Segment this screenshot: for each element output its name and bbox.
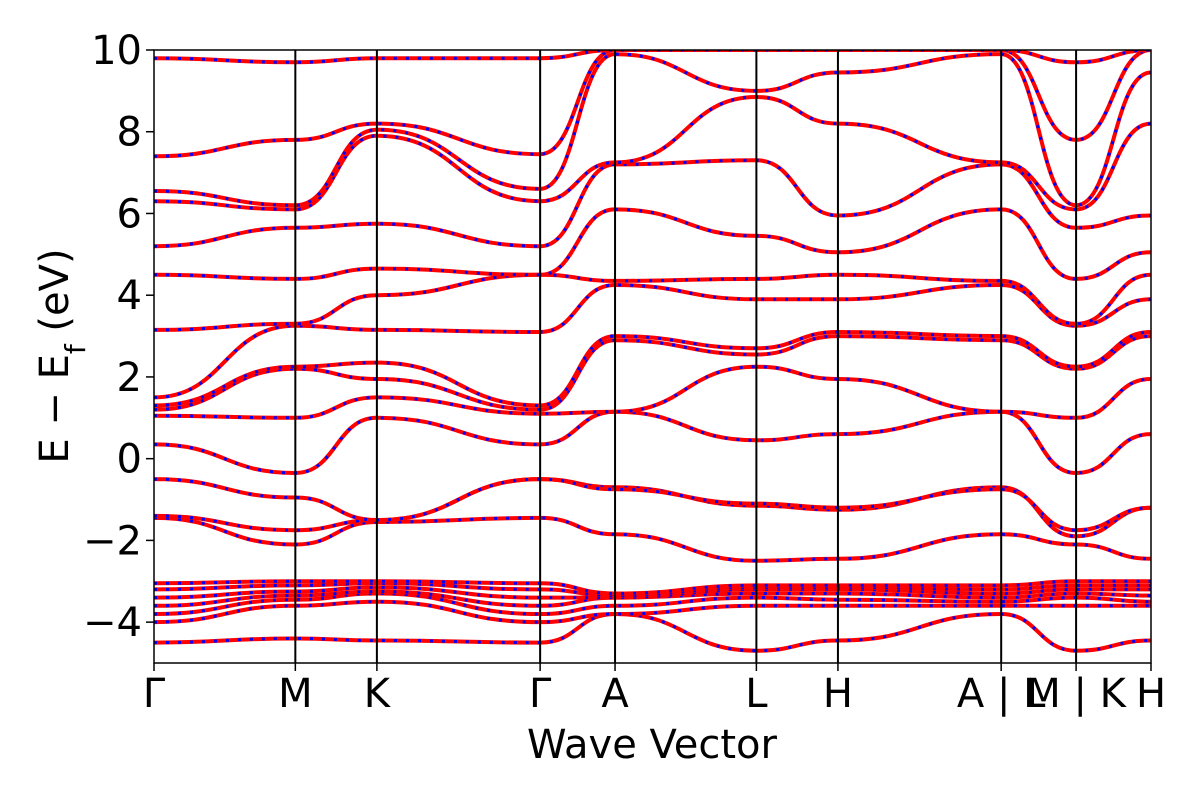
band-line-dft (154, 581, 1151, 598)
band-line-dft (154, 50, 1151, 158)
band-line-dft (154, 273, 1151, 332)
x-tick-label: M (278, 671, 313, 717)
band-line-interpolated (154, 585, 1151, 600)
band-line-dft (154, 591, 1151, 616)
y-tick-label: 10 (91, 28, 142, 74)
band-line-dft (154, 612, 1151, 653)
y-tick-label: −4 (83, 600, 142, 646)
y-tick-label: 2 (117, 355, 142, 401)
x-tick-label: A | L (957, 671, 1046, 717)
y-tick-label: −2 (83, 518, 142, 564)
band-line-dft (154, 600, 1151, 624)
y-tick-label: 6 (117, 191, 142, 237)
high-symmetry-lines (294, 50, 1078, 663)
band-line-interpolated (154, 50, 1151, 65)
y-tick-label: 8 (117, 110, 142, 156)
plot-frame (153, 49, 1152, 664)
band-line-dft (154, 334, 1151, 412)
y-tick-label: 4 (117, 273, 142, 319)
band-line-interpolated (154, 329, 1151, 408)
band-line-dft (154, 283, 1151, 399)
band-line-interpolated (154, 94, 1151, 212)
x-tick-label: Γ (529, 671, 552, 717)
band-line-dft (154, 410, 1151, 475)
x-tick-label: A (601, 671, 629, 717)
band-lines (154, 50, 1151, 653)
y-tick-label: 0 (117, 437, 142, 483)
x-axis-title: Wave Vector (527, 722, 778, 768)
x-tick-label: K (364, 671, 392, 717)
x-tick-label: H (1136, 671, 1166, 717)
band-line-interpolated (154, 52, 1151, 208)
y-axis-title: E − Ef (eV) (32, 248, 92, 463)
band-line-interpolated (154, 364, 1151, 420)
x-tick-label: M | K (1026, 671, 1127, 717)
band-line-interpolated (154, 158, 1151, 249)
band-line-dft (154, 477, 1151, 532)
band-line-dft (154, 207, 1151, 281)
band-line-interpolated (154, 579, 1151, 596)
x-tick-label: L (745, 671, 768, 717)
y-axis-ticks: 10 8 6 4 2 0 −2 −4 (83, 28, 154, 646)
x-tick-label: H (823, 671, 853, 717)
band-line-dft (154, 516, 1151, 563)
x-tick-label: Γ (143, 671, 166, 717)
